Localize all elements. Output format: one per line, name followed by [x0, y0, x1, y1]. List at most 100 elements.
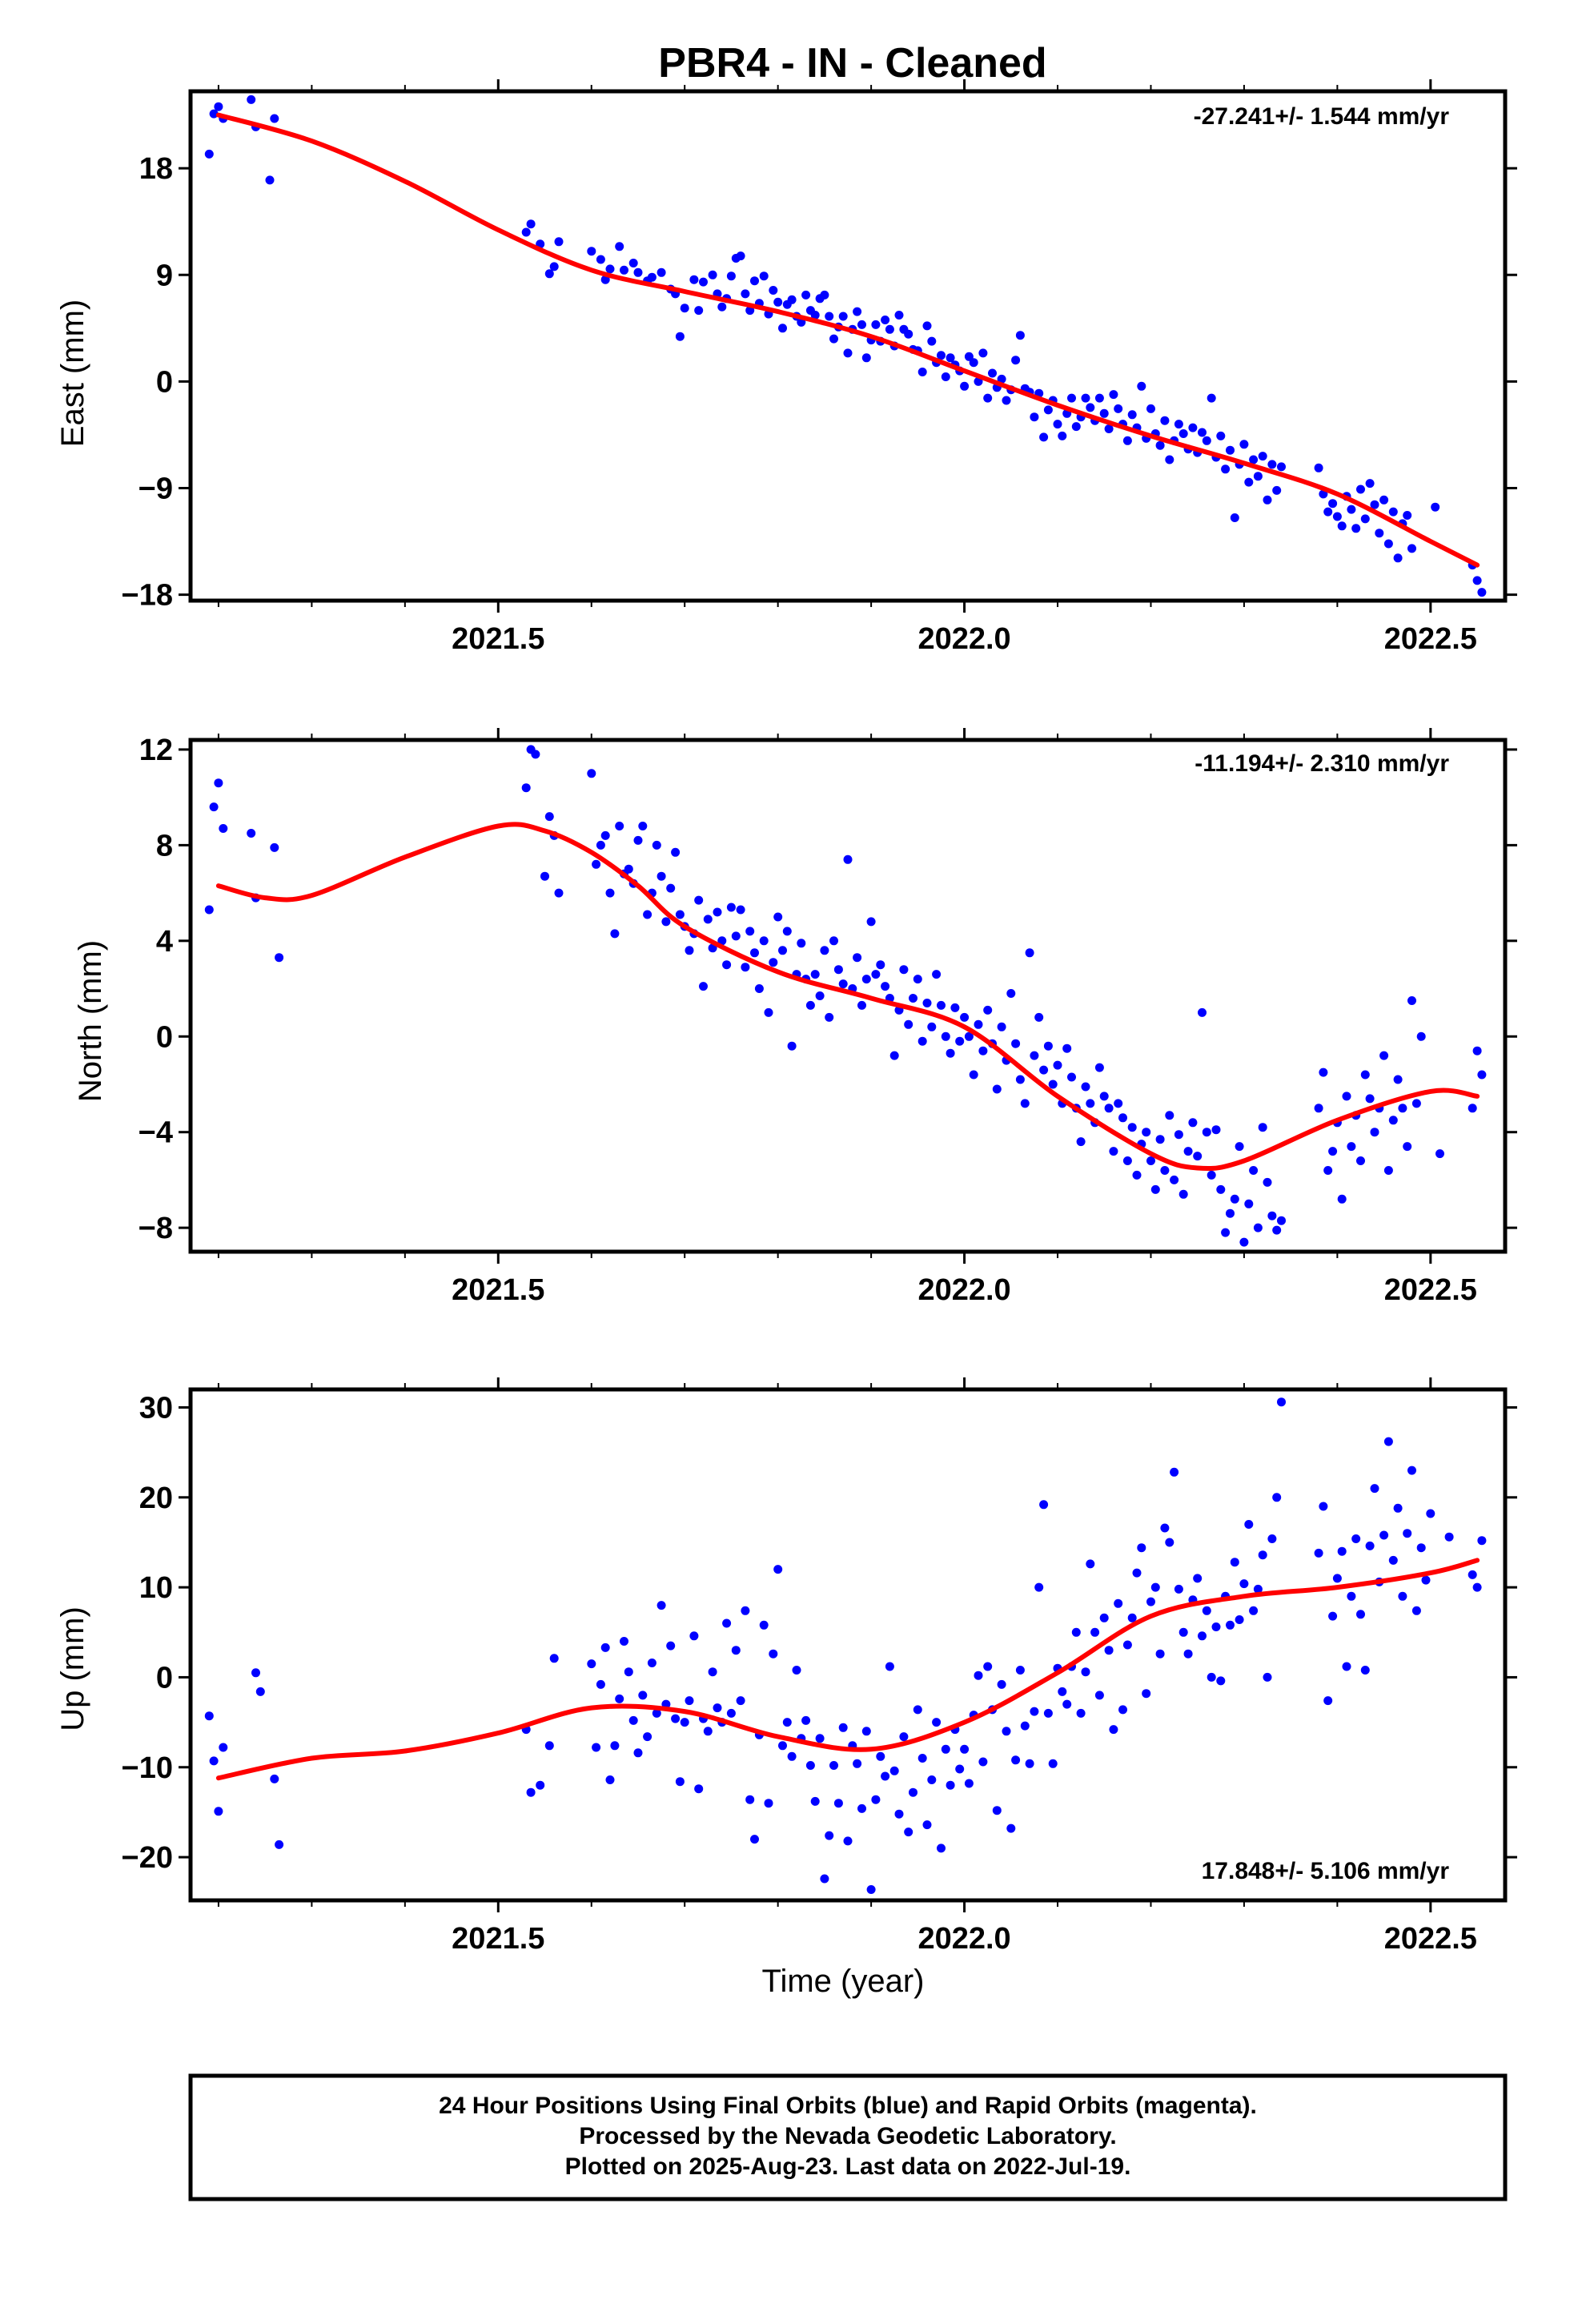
east-data-point: [861, 353, 871, 363]
east-data-point: [1431, 502, 1440, 512]
east-data-point: [1407, 544, 1416, 553]
up-data-point: [1174, 1584, 1183, 1594]
up-x-tick-label: 2022.5: [1384, 1922, 1477, 1956]
up-plot-frame: [188, 1387, 1508, 1903]
north-data-point: [726, 903, 736, 912]
up-data-point: [1472, 1582, 1482, 1592]
north-data-point: [1170, 1175, 1179, 1184]
east-data-point: [1104, 424, 1114, 433]
east-data-point: [554, 237, 564, 247]
north-data-point: [787, 1041, 797, 1051]
up-data-point: [1426, 1509, 1435, 1518]
north-data-point: [1398, 1104, 1407, 1113]
north-data-point: [1477, 1070, 1487, 1080]
east-data-point: [1122, 436, 1132, 445]
east-data-point: [1053, 420, 1062, 429]
up-data-point: [1230, 1558, 1239, 1567]
up-y-tick-label: 0: [156, 1661, 173, 1695]
up-data-point: [1403, 1529, 1412, 1538]
east-data-point: [1337, 521, 1347, 531]
up-data-point: [937, 1844, 946, 1853]
up-data-point: [983, 1662, 993, 1671]
north-data-point: [270, 842, 279, 852]
north-data-point: [1006, 989, 1016, 998]
east-data-point: [1216, 431, 1226, 440]
east-data-point: [1360, 514, 1370, 524]
up-y-tick-label: −10: [122, 1751, 173, 1785]
north-data-point: [1122, 1156, 1132, 1165]
north-data-point: [1472, 1046, 1482, 1055]
up-data-point: [904, 1827, 913, 1837]
north-data-point: [703, 915, 713, 924]
up-data-point: [829, 1761, 838, 1770]
up-data-point: [1347, 1591, 1356, 1601]
north-data-point: [521, 783, 531, 793]
north-data-point: [717, 936, 727, 946]
east-data-point: [969, 358, 978, 368]
east-data-point: [204, 149, 214, 159]
up-data-point: [1383, 1437, 1393, 1446]
north-data-point: [946, 1048, 955, 1058]
up-data-point: [810, 1796, 820, 1806]
figure-title: PBR4 - IN - Cleaned: [658, 40, 1046, 86]
up-data-point: [1393, 1503, 1403, 1513]
north-data-point: [1155, 1135, 1165, 1144]
east-data-point: [214, 102, 223, 111]
up-data-point: [1388, 1555, 1398, 1565]
north-data-point: [960, 1012, 970, 1022]
north-data-point: [950, 1003, 960, 1012]
east-data-point: [1323, 507, 1333, 517]
up-data-point: [596, 1679, 605, 1689]
north-data-point: [1174, 1130, 1183, 1140]
east-data-point: [1356, 485, 1365, 494]
north-data-point: [1221, 1228, 1231, 1237]
east-data-point: [1226, 445, 1235, 455]
up-data-point: [1323, 1696, 1333, 1706]
east-data-point: [801, 290, 811, 300]
up-data-point: [209, 1756, 219, 1766]
east-data-point: [1253, 472, 1263, 481]
east-data-point: [596, 255, 605, 264]
east-data-point: [1165, 455, 1174, 464]
up-data-point: [792, 1666, 801, 1675]
east-data-point: [1071, 422, 1081, 432]
up-data-point: [620, 1637, 628, 1646]
east-data-point: [881, 316, 890, 324]
up-data-point: [1263, 1672, 1272, 1682]
north-data-point: [1319, 1068, 1328, 1077]
east-y-tick-label: 18: [139, 152, 173, 186]
north-data-point: [1086, 1099, 1095, 1108]
east-data-point: [778, 324, 787, 333]
north-data-point: [1263, 1177, 1272, 1187]
up-data-point: [1122, 1640, 1132, 1650]
north-axis-label: North (mm): [73, 940, 108, 1102]
north-data-point: [778, 946, 787, 955]
north-data-point: [1216, 1184, 1226, 1194]
footer-box: 24 Hour Positions Using Final Orbits (bl…: [188, 2073, 1508, 2201]
up-data-point: [536, 1780, 545, 1790]
east-data-point: [1086, 403, 1095, 412]
north-data-point: [1094, 1063, 1104, 1072]
east-data-point: [1314, 463, 1323, 472]
north-data-point: [1202, 1128, 1211, 1137]
east-data-point: [1244, 477, 1254, 487]
east-data-point: [741, 289, 750, 299]
up-data-point: [909, 1787, 917, 1797]
up-data-point: [782, 1718, 792, 1727]
east-data-point: [675, 332, 685, 341]
up-data-point: [1411, 1606, 1421, 1615]
up-data-point: [708, 1667, 717, 1677]
east-data-point: [885, 324, 894, 334]
up-fit-curve: [215, 1558, 1480, 1781]
north-data-point: [1193, 1152, 1203, 1161]
up-data-point: [1002, 1727, 1011, 1736]
up-data-point: [941, 1744, 950, 1754]
north-data-point: [1053, 1060, 1062, 1070]
north-data-point: [1277, 1216, 1286, 1225]
up-data-point: [899, 1732, 909, 1742]
up-data-point: [703, 1727, 713, 1736]
up-data-point: [1015, 1666, 1025, 1675]
up-data-point: [801, 1715, 811, 1725]
north-points: [204, 745, 1487, 1247]
north-data-point: [652, 840, 661, 850]
